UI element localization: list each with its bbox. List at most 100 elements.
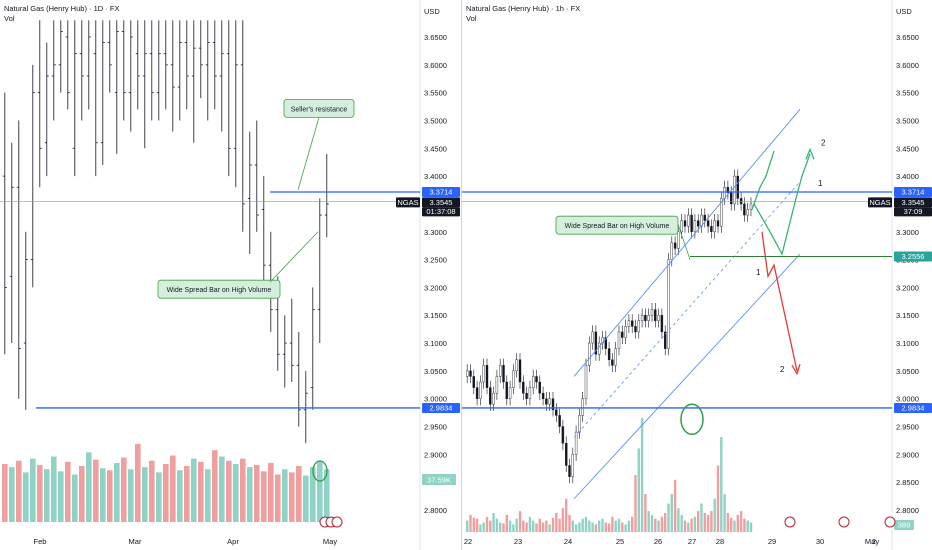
hourly-candle-body [736, 175, 739, 199]
daily-y-tick-label: 3.2500 [424, 256, 447, 265]
hourly-candle-body [617, 331, 621, 349]
hourly-y-tick-label: 3.4000 [896, 172, 919, 181]
daily-annotation-wide-box[interactable] [157, 279, 281, 299]
hourly-volume-bar [555, 513, 558, 532]
hourly-volume-bar [631, 516, 634, 532]
daily-volume-bar [135, 443, 141, 522]
daily-volume-bar [275, 474, 281, 522]
hourly-volume-bar [502, 523, 505, 532]
daily-y-tick-label: 3.0500 [424, 367, 447, 376]
daily-volume-highlight-circle [312, 460, 328, 482]
hourly-channel-upper[interactable] [573, 109, 801, 377]
daily-y-tick-label: 3.6500 [424, 33, 447, 42]
us-flag-icon[interactable] [838, 516, 850, 528]
daily-volume-bar [296, 466, 302, 522]
hourly-volume-bar [710, 511, 713, 532]
daily-volume-bar [219, 456, 225, 522]
hourly-volume-bar [690, 518, 693, 532]
hourly-candle-body [558, 415, 561, 427]
us-flag-icon[interactable] [784, 516, 796, 528]
hourly-y-tick-label: 2.8000 [896, 506, 919, 515]
hourly-annotation-wide: Wide Spread Bar on High Volume [565, 223, 670, 230]
hourly-y-tick-label: 3.2000 [896, 283, 919, 292]
daily-volume-bar [282, 469, 288, 522]
daily-volume-bar [254, 465, 260, 522]
hourly-volume-bar [650, 514, 654, 532]
hourly-candle-body [518, 359, 522, 383]
hourly-volume-bar [644, 494, 647, 532]
hourly-level-tag-support: 2.9834 [902, 403, 925, 412]
hourly-candle-body [502, 365, 505, 383]
hourly-volume-bar [746, 520, 749, 532]
hourly-candle-body [663, 331, 667, 349]
hourly-volume-bar [505, 514, 508, 532]
hourly-candle-body [522, 381, 525, 394]
chart-pane-daily[interactable]: USD 3.6500 3.6000 3.5500 3.5000 3.4500 3.4000 3… [0, 0, 462, 550]
us-flag-icon[interactable] [331, 516, 343, 528]
hourly-volume-bar [713, 498, 716, 532]
hourly-candle-body [614, 348, 617, 366]
hourly-volume-bar [489, 520, 492, 532]
hourly-candle-body [611, 359, 614, 366]
daily-volume-bar [65, 461, 71, 522]
hourly-y-tick-label: 3.0500 [896, 367, 919, 376]
hourly-volume-bar [683, 520, 687, 532]
hourly-price-tag: 3.3545 [902, 198, 925, 207]
hourly-volume-bar [697, 511, 700, 532]
daily-price-tag-bg [422, 197, 460, 208]
hourly-x-tick-label: 22 [464, 537, 472, 546]
green-projection-long [753, 153, 811, 256]
hourly-candle-body [670, 242, 674, 260]
hourly-volume-bar [561, 508, 565, 532]
hourly-volume-bar [634, 475, 637, 532]
hourly-y-tick-label: 3.6500 [896, 33, 919, 42]
hourly-y-tick-label: 2.9500 [896, 423, 919, 432]
hourly-volume-bar [743, 518, 746, 532]
hourly-candle-body [690, 214, 693, 232]
daily-volume-bar [37, 465, 43, 522]
hourly-candle-body [720, 198, 723, 227]
hourly-volume-bar [512, 524, 515, 532]
hourly-volume-bar [627, 520, 631, 532]
daily-volume-bar [310, 467, 316, 522]
hourly-chart-canvas[interactable]: USD 3.6500 3.6000 3.5500 3.5000 3.4500 3.4000 3… [462, 0, 932, 550]
hourly-volume-bar [621, 522, 624, 532]
hourly-channel-lower[interactable] [573, 253, 801, 500]
hourly-volume-bar [598, 520, 601, 532]
hourly-y-tick-label: 3.1500 [896, 311, 919, 320]
daily-volume-bar [268, 462, 274, 522]
daily-volume-bar [72, 474, 78, 522]
hourly-volume-bar [730, 517, 733, 532]
hourly-candle-body [749, 203, 753, 210]
hourly-channel-mid[interactable] [573, 181, 801, 438]
hourly-volume-bar [515, 518, 518, 532]
hourly-volume-bar [479, 524, 482, 532]
daily-volume-bar [142, 467, 148, 522]
daily-volume-bar [30, 458, 36, 522]
hourly-volume-bar [624, 524, 627, 532]
hourly-volume-bar [525, 522, 528, 532]
daily-volume-bar [184, 466, 190, 522]
daily-volume-bar [58, 471, 64, 522]
us-flag-icon[interactable] [884, 516, 896, 528]
hourly-x-tick-label: 26 [654, 537, 662, 546]
hourly-volume-bar [706, 514, 710, 532]
hourly-candle-body [564, 443, 568, 466]
hourly-volume-bar [607, 523, 611, 532]
daily-chart-canvas[interactable]: USD 3.6500 3.6000 3.5500 3.5000 3.4500 3.4000 3… [0, 0, 462, 550]
hourly-volume-bar [673, 479, 677, 532]
chart-pane-hourly[interactable]: USD 3.6500 3.6000 3.5500 3.5000 3.4500 3.4000 3… [462, 0, 932, 550]
hourly-volume-bar [749, 522, 753, 532]
path-label-red-1: 1 [756, 268, 761, 277]
daily-volume-bar [79, 466, 85, 522]
hourly-volume-bar [680, 514, 683, 532]
hourly-volume-bar [508, 520, 512, 532]
hourly-y-tick-label: 3.4500 [896, 144, 919, 153]
hourly-volume-bar [551, 517, 555, 532]
hourly-level-tag-support-bg [894, 402, 932, 413]
hourly-chart-title: Natural Gas (Henry Hub) · 1h · FX [466, 4, 581, 13]
hourly-level-tag-resistance-bg [894, 187, 932, 198]
hourly-x-tick-label: 25 [616, 537, 624, 546]
hourly-candle-body [555, 409, 558, 416]
hourly-countdown-tag-bg [894, 207, 932, 217]
